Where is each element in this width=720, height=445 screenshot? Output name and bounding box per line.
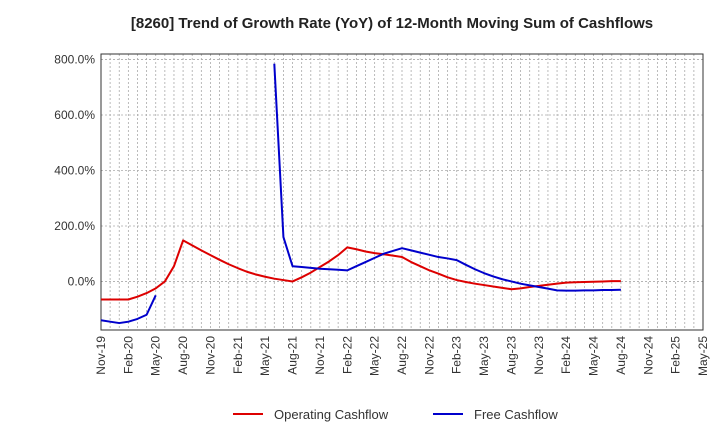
x-tick-label: May-21 xyxy=(258,336,272,376)
x-tick-label: May-24 xyxy=(587,336,601,376)
y-tick-label: 800.0% xyxy=(54,53,95,67)
plot-area: 0.0% 200.0% 400.0% 600.0% 800.0% Nov-19 Feb-20… xyxy=(54,53,710,376)
x-tick-label: Nov-21 xyxy=(313,336,327,375)
x-tick-label: May-23 xyxy=(477,336,491,376)
chart-title: [8260] Trend of Growth Rate (YoY) of 12-… xyxy=(131,15,653,32)
x-tick-label: Nov-24 xyxy=(641,336,655,375)
x-tick-label: Feb-20 xyxy=(121,336,135,374)
x-tick-label: Aug-22 xyxy=(395,336,409,375)
x-tick-label: Aug-23 xyxy=(504,336,518,375)
x-tick-label: May-20 xyxy=(149,336,163,376)
y-tick-label: 200.0% xyxy=(54,219,95,233)
plot-frame xyxy=(100,53,704,331)
x-tick-label: Feb-24 xyxy=(559,336,573,374)
y-tick-label: 600.0% xyxy=(54,108,95,122)
legend-label-operating-cashflow: Operating Cashflow xyxy=(274,407,389,422)
x-tick-label: Nov-20 xyxy=(203,336,217,375)
legend: Operating Cashflow Free Cashflow xyxy=(233,407,558,422)
x-tick-label: Aug-21 xyxy=(286,336,300,375)
x-tick-label: Nov-22 xyxy=(422,336,436,375)
x-tick-label: Aug-24 xyxy=(614,336,628,375)
series-line-free-cashflow xyxy=(273,63,621,292)
series-line-free-cashflow xyxy=(100,294,157,325)
x-tick-label: Feb-22 xyxy=(340,336,354,374)
x-tick-label: Nov-23 xyxy=(532,336,546,375)
x-tick-label: Feb-23 xyxy=(450,336,464,374)
x-tick-label: Aug-20 xyxy=(176,336,190,375)
x-tick-label: May-22 xyxy=(368,336,382,376)
legend-label-free-cashflow: Free Cashflow xyxy=(474,407,558,422)
y-tick-label: 0.0% xyxy=(68,274,96,288)
x-tick-label: May-25 xyxy=(696,336,710,376)
y-tick-label: 400.0% xyxy=(54,164,95,178)
x-tick-label: Nov-19 xyxy=(94,336,108,375)
x-tick-label: Feb-21 xyxy=(231,336,245,374)
x-tick-label: Feb-25 xyxy=(669,336,683,374)
